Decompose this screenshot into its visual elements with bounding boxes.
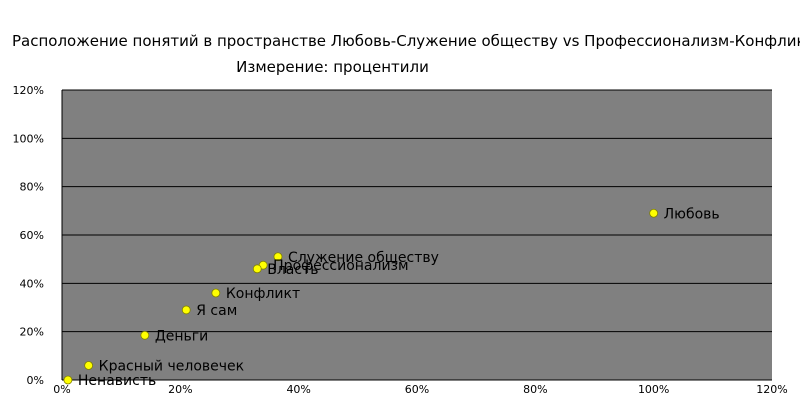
y-tick-label: 60% bbox=[20, 229, 44, 242]
x-tick-label: 40% bbox=[286, 383, 310, 396]
tick-labels: 0% 20% 40% 60% 80% 100% 120% 0% 20% 40% 60% 80% 100%… bbox=[13, 84, 788, 396]
chart-subtitle: Измерение: процентили bbox=[236, 58, 429, 76]
y-tick-label: 20% bbox=[20, 326, 44, 339]
data-labels: Любовь Служение обществуПрофессионализмВл… bbox=[78, 206, 720, 389]
x-tick-label: 60% bbox=[405, 383, 429, 396]
data-point bbox=[252, 264, 262, 274]
y-tick-label: 80% bbox=[20, 181, 44, 194]
axes bbox=[61, 90, 772, 381]
data-label: Служение обществу bbox=[288, 250, 439, 266]
data-point bbox=[211, 288, 221, 298]
data-label: Я сам bbox=[196, 303, 237, 319]
chart-title: Расположение понятий в пространстве Любо… bbox=[12, 32, 800, 50]
data-point bbox=[140, 330, 150, 340]
x-tick-label: 80% bbox=[523, 383, 547, 396]
data-point bbox=[63, 375, 73, 385]
data-point bbox=[649, 208, 659, 218]
x-tick-label: 120% bbox=[756, 383, 787, 396]
data-label: Деньги bbox=[155, 328, 208, 344]
grid-lines bbox=[62, 89, 772, 333]
y-tick-label: 40% bbox=[20, 277, 44, 290]
data-point bbox=[273, 252, 283, 262]
y-tick-label: 120% bbox=[13, 84, 44, 97]
data-label: Ненависть bbox=[78, 373, 156, 389]
data-points bbox=[63, 208, 659, 385]
data-label: Красный человечек bbox=[99, 359, 244, 375]
data-label: Профессионализм bbox=[273, 258, 408, 274]
y-tick-label: 100% bbox=[13, 132, 44, 145]
data-label: Конфликт bbox=[226, 286, 300, 302]
data-point bbox=[181, 305, 191, 315]
data-point bbox=[84, 361, 94, 370]
data-label: Любовь bbox=[664, 206, 720, 222]
y-tick-label: 0% bbox=[27, 374, 44, 387]
x-tick-label: 0% bbox=[53, 383, 70, 396]
x-tick-label: 20% bbox=[168, 383, 192, 396]
data-label: Власть bbox=[267, 262, 318, 278]
x-tick-label: 100% bbox=[638, 383, 669, 396]
